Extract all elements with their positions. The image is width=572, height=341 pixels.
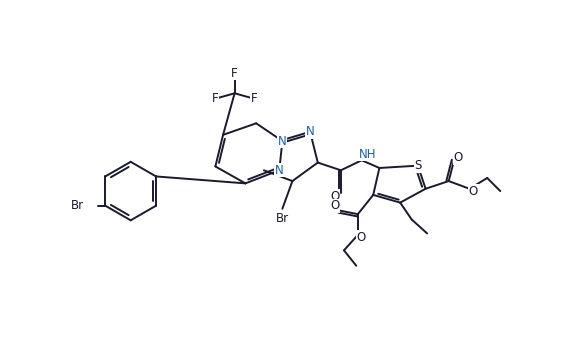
Text: F: F xyxy=(212,92,219,105)
Text: F: F xyxy=(231,67,238,80)
Text: O: O xyxy=(330,190,339,203)
Text: O: O xyxy=(356,231,366,244)
Text: O: O xyxy=(453,151,463,164)
Text: S: S xyxy=(414,159,422,172)
Text: N: N xyxy=(278,134,287,148)
Text: NH: NH xyxy=(359,148,376,161)
Text: N: N xyxy=(305,125,315,138)
Text: Br: Br xyxy=(72,199,85,212)
Text: N: N xyxy=(275,164,284,177)
Text: Br: Br xyxy=(276,211,289,224)
Text: O: O xyxy=(468,184,478,197)
Text: O: O xyxy=(330,199,339,212)
Text: F: F xyxy=(251,92,257,105)
